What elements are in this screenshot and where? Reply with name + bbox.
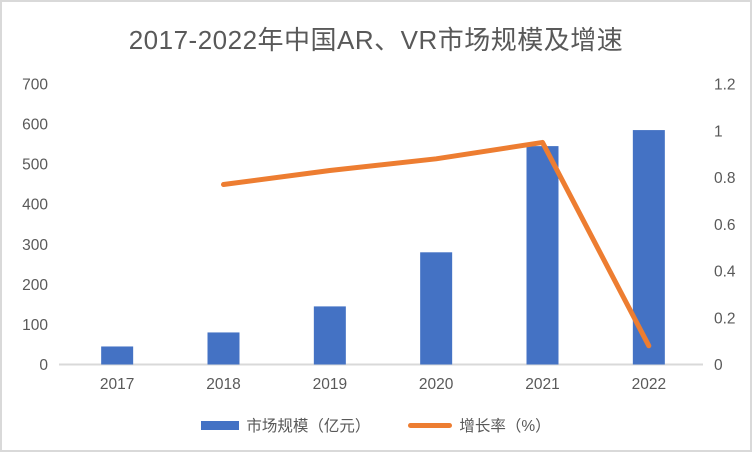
legend-item-growth-rate: 增长率（%） [408, 414, 551, 436]
left-axis-tick-label: 500 [22, 157, 48, 174]
chart-title: 2017-2022年中国AR、VR市场规模及增速 [128, 25, 624, 55]
x-axis-category-label: 2022 [632, 376, 666, 393]
left-axis-tick-label: 700 [22, 77, 48, 94]
x-axis-category-label: 2021 [525, 376, 559, 393]
bar-series-swatch-icon [201, 420, 240, 430]
right-axis-tick-label: 0 [714, 357, 723, 374]
left-axis-tick-label: 600 [22, 117, 48, 134]
right-axis-tick-label: 1.2 [714, 77, 736, 94]
x-axis-category-label: 2017 [100, 376, 134, 393]
left-axis-tick-label: 0 [39, 357, 48, 374]
bar-2020 [420, 252, 453, 365]
x-axis-category-label: 2018 [206, 376, 240, 393]
x-axis-category-label: 2019 [313, 376, 347, 393]
chart-legend: 市场规模（亿元） 增长率（%） [2, 414, 750, 436]
line-series-swatch-icon [408, 422, 453, 428]
left-axis-tick-label: 400 [22, 197, 48, 214]
legend-item-market-size: 市场规模（亿元） [201, 414, 370, 436]
growth-rate-line [221, 139, 652, 349]
left-axis-tick-label: 300 [22, 237, 48, 254]
left-axis-tick-label: 100 [22, 317, 48, 334]
legend-label-market-size: 市场规模（亿元） [246, 418, 371, 435]
right-axis-tick-label: 0.2 [714, 310, 736, 327]
bar-2019 [313, 306, 346, 365]
bar-2017 [101, 346, 134, 365]
right-axis-tick-label: 0.6 [714, 217, 736, 234]
x-axis-category-label: 2020 [419, 376, 454, 393]
right-axis-tick-label: 0.8 [714, 170, 736, 187]
bar-2021 [526, 146, 559, 365]
bar-2018 [207, 332, 240, 365]
legend-label-growth-rate: 增长率（%） [459, 418, 551, 435]
right-axis-tick-label: 1 [714, 123, 723, 140]
right-axis-tick-label: 0.4 [714, 264, 736, 281]
left-axis-tick-label: 200 [22, 277, 48, 294]
